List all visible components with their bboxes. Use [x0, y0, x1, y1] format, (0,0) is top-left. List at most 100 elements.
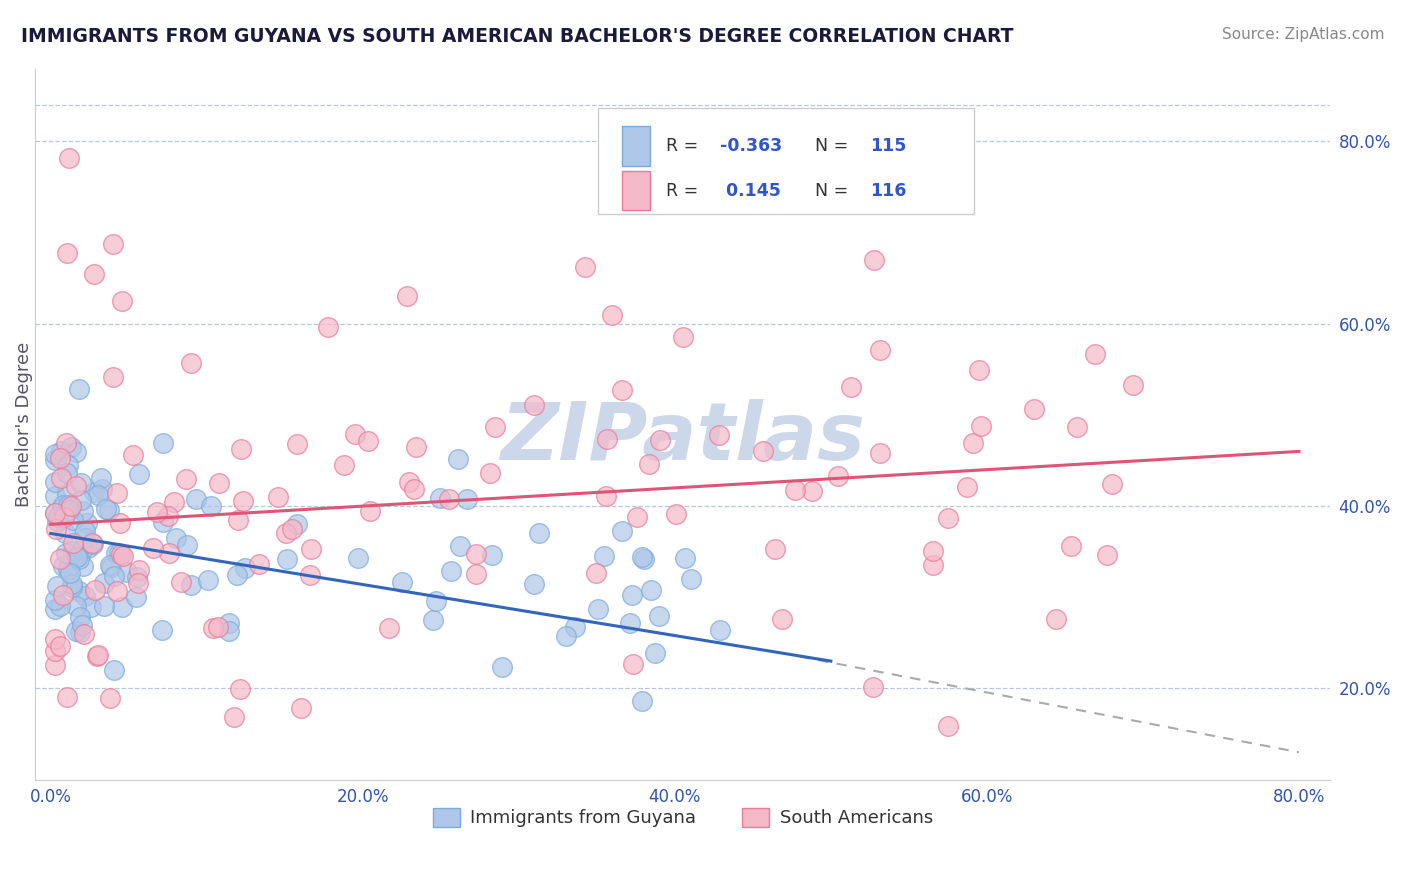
Point — [53, 509, 76, 524]
Point — [1024, 402, 1046, 417]
Legend: Immigrants from Guyana, South Americans: Immigrants from Guyana, South Americans — [425, 801, 941, 835]
Point — [48, 450, 70, 465]
Point — [465, 547, 488, 561]
Point — [165, 531, 187, 545]
Point — [163, 495, 186, 509]
Point — [709, 623, 731, 637]
Point — [58, 562, 80, 576]
Point — [122, 448, 145, 462]
Point — [128, 564, 150, 578]
Point — [142, 541, 165, 555]
Point — [44, 447, 66, 461]
Point — [422, 613, 444, 627]
Point — [66, 550, 89, 565]
Point — [1060, 539, 1083, 553]
Point — [52, 498, 75, 512]
Text: R =: R = — [666, 137, 703, 155]
Point — [229, 682, 252, 697]
Point — [402, 483, 425, 497]
Point — [207, 619, 229, 633]
Point — [44, 489, 66, 503]
Point — [523, 398, 546, 412]
Point — [1084, 346, 1107, 360]
Point — [763, 541, 786, 556]
Point — [70, 476, 93, 491]
Point — [65, 479, 87, 493]
Point — [51, 470, 73, 484]
Point — [46, 514, 69, 528]
Point — [299, 541, 322, 556]
Point — [285, 516, 308, 531]
Point — [44, 632, 66, 647]
Text: IMMIGRANTS FROM GUYANA VS SOUTH AMERICAN BACHELOR'S DEGREE CORRELATION CHART: IMMIGRANTS FROM GUYANA VS SOUTH AMERICAN… — [21, 27, 1014, 45]
Point — [49, 599, 72, 613]
Point — [222, 710, 245, 724]
Point — [1101, 476, 1123, 491]
Point — [49, 552, 72, 566]
Point — [1066, 420, 1088, 434]
Point — [146, 505, 169, 519]
Point — [709, 428, 731, 442]
Point — [58, 503, 80, 517]
Point — [479, 466, 502, 480]
Point — [55, 436, 77, 450]
Point — [62, 513, 84, 527]
Point — [91, 483, 114, 497]
Point — [55, 546, 77, 560]
Point — [52, 559, 75, 574]
Point — [46, 510, 69, 524]
Point — [100, 559, 122, 574]
Point — [76, 516, 98, 530]
Point — [839, 380, 862, 394]
Point — [588, 602, 610, 616]
Point — [73, 626, 96, 640]
Point — [377, 621, 399, 635]
Point — [208, 475, 231, 490]
Point — [83, 267, 105, 281]
Point — [108, 546, 131, 560]
Point — [633, 552, 655, 566]
Point — [1122, 377, 1144, 392]
Point — [921, 543, 943, 558]
FancyBboxPatch shape — [621, 171, 650, 211]
Point — [233, 561, 256, 575]
Point — [869, 343, 891, 357]
Point — [110, 547, 132, 561]
Point — [290, 700, 312, 714]
Point — [491, 659, 513, 673]
Point — [232, 494, 254, 508]
Point — [398, 475, 420, 489]
Point — [77, 541, 100, 555]
Point — [180, 356, 202, 370]
Point — [115, 566, 138, 580]
Point — [44, 506, 66, 520]
Point — [112, 549, 135, 564]
Point — [152, 515, 174, 529]
Point — [640, 582, 662, 597]
Point — [69, 551, 91, 566]
Point — [226, 568, 249, 582]
Point — [465, 566, 488, 581]
Point — [83, 484, 105, 499]
Point — [229, 442, 252, 457]
Point — [357, 434, 380, 448]
Point — [440, 564, 463, 578]
Point — [359, 504, 381, 518]
Point — [103, 663, 125, 677]
Point — [105, 486, 128, 500]
Point — [665, 508, 688, 522]
Point — [176, 539, 198, 553]
Point — [396, 289, 419, 303]
Point — [65, 624, 87, 639]
Point — [66, 549, 89, 563]
Point — [593, 549, 616, 564]
Point — [610, 384, 633, 398]
Point — [180, 578, 202, 592]
Point — [111, 294, 134, 309]
Point — [58, 151, 80, 165]
Point — [51, 501, 73, 516]
Point — [174, 472, 197, 486]
Point — [523, 576, 546, 591]
Point — [481, 548, 503, 562]
Point — [869, 446, 891, 460]
